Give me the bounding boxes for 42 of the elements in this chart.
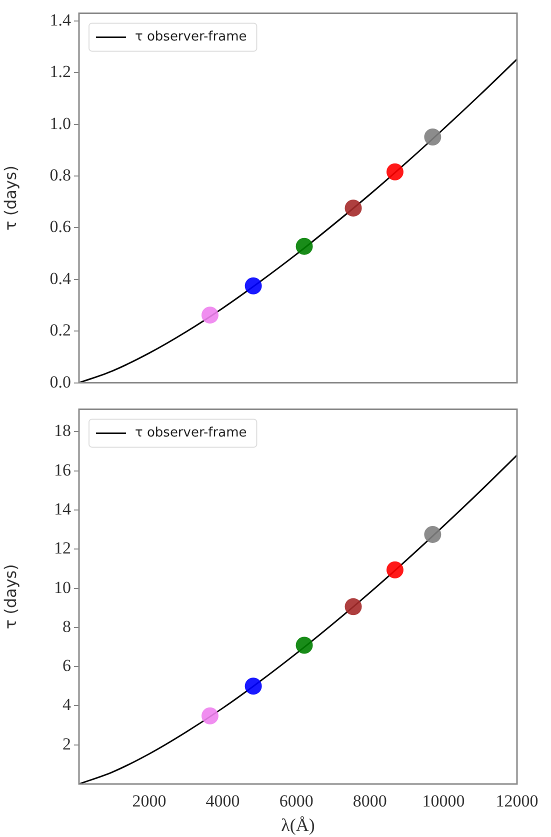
point — [344, 598, 362, 616]
x-tick-label: 2000 — [132, 792, 166, 811]
x-axis-title: λ(Å) — [281, 814, 315, 835]
legend-label: τ observer-frame — [135, 30, 247, 45]
y-tick-label: 18 — [54, 421, 71, 440]
point — [296, 238, 313, 255]
y-tick-label: 4 — [62, 695, 72, 714]
y-tick-label: 8 — [62, 616, 71, 636]
y-axis-title: τ (days) — [0, 564, 20, 630]
line-series — [79, 454, 517, 784]
y-tick-label: 1.4 — [50, 10, 72, 30]
y-tick-label: 6 — [62, 656, 71, 676]
y-tick-label: 0.4 — [50, 268, 72, 288]
y-tick-label: 0.6 — [50, 217, 71, 236]
point — [424, 128, 442, 146]
point — [201, 707, 218, 724]
y-tick-label: 10 — [54, 578, 71, 597]
y-tick-label: 2 — [62, 734, 71, 754]
x-tick-label: 4000 — [206, 792, 240, 811]
point — [386, 163, 404, 180]
y-tick-label: 14 — [54, 499, 72, 518]
point — [386, 561, 404, 578]
y-tick-label: 16 — [54, 460, 71, 480]
legend-label: τ observer-frame — [135, 426, 247, 441]
point — [244, 678, 262, 695]
point — [296, 636, 313, 654]
point — [201, 306, 218, 324]
x-tick-label: 6000 — [279, 792, 314, 811]
point — [344, 200, 362, 217]
line-series — [79, 58, 517, 383]
y-tick-label: 1.0 — [50, 114, 71, 133]
point — [424, 526, 442, 543]
x-tick-label: 10000 — [422, 792, 465, 811]
x-tick-label: 12000 — [496, 792, 538, 811]
point — [244, 277, 262, 294]
y-tick-label: 1.2 — [50, 62, 71, 82]
x-tick-label: 8000 — [352, 792, 387, 811]
y-tick-label: 12 — [54, 538, 71, 558]
y-axis-title: τ (days) — [0, 166, 20, 230]
y-tick-label: 0.0 — [50, 372, 71, 392]
y-tick-label: 0.8 — [50, 166, 71, 184]
y-tick-label: 0.2 — [50, 320, 71, 340]
